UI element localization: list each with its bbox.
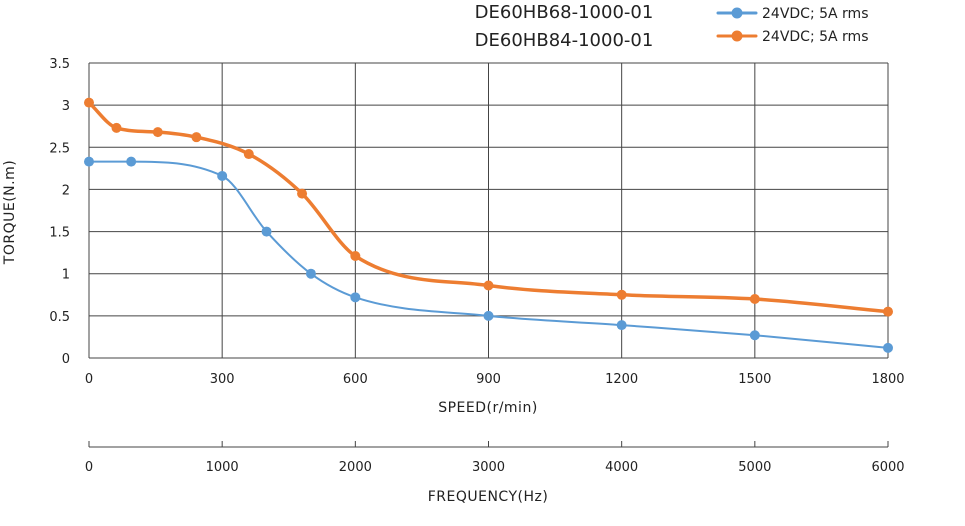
data-point-marker [111,122,122,133]
data-point-marker [883,342,893,353]
data-point-marker [350,251,361,262]
x-tick-label: 1500 [738,372,771,387]
frequency-tick-label: 1000 [206,460,239,475]
y-tick-label: 2.5 [49,141,70,156]
y-tick-label: 0.5 [49,310,70,325]
data-point-marker [84,156,94,167]
data-point-marker [297,188,308,199]
data-point-marker [305,268,316,279]
grid [88,62,889,359]
data-point-marker [749,294,760,304]
data-point-marker [217,170,228,181]
data-point-marker [84,97,94,108]
frequency-axis: 0 1000 2000 3000 4000 5000 6000 [85,441,905,475]
data-point-marker [126,156,137,167]
data-point-marker [261,226,272,237]
y-tick-label: 0 [62,352,70,367]
x-tick-label: 900 [476,372,501,387]
data-point-marker [483,280,494,291]
data-point-marker [883,306,893,317]
x-axis-label: SPEED(r/min) [438,400,538,416]
x-tick-label: 1800 [871,372,904,387]
series-2 [84,97,893,317]
frequency-tick-label: 2000 [339,460,372,475]
series-line [88,160,889,349]
legend-swatch-marker-1 [731,7,743,19]
series-1 [84,156,893,353]
frequency-tick-label: 5000 [738,460,771,475]
series-layer [84,97,893,353]
y-tick-label: 1 [62,268,70,283]
data-point-marker [616,289,627,300]
data-point-marker [483,310,494,321]
y-tick-label: 3.5 [49,57,70,72]
chart-title-2: DE60HB84-1000-01 [475,30,654,51]
data-point-marker [616,320,627,331]
x-axis-ticks: 0 300 600 900 1200 1500 1800 [85,372,905,387]
frequency-tick-label: 3000 [472,460,505,475]
legend-label-1: 24VDC; 5A rms [762,6,869,22]
secondary-x-axis-label: FREQUENCY(Hz) [428,489,549,505]
x-tick-label: 1200 [605,372,638,387]
x-tick-label: 0 [85,372,93,387]
x-tick-label: 300 [210,372,235,387]
legend-swatch-marker-2 [731,30,743,42]
y-axis-label: TORQUE(N.m) [2,160,18,265]
y-tick-label: 3 [62,99,70,114]
legend-label-2: 24VDC; 5A rms [762,29,869,45]
data-point-marker [749,330,760,341]
frequency-tick-label: 4000 [605,460,638,475]
frequency-tick-label: 6000 [871,460,904,475]
legend: 24VDC; 5A rms 24VDC; 5A rms [716,6,869,45]
data-point-marker [191,132,202,143]
data-point-marker [350,292,361,303]
y-axis-ticks: 0 0.5 1 1.5 2 2.5 3 3.5 [49,57,70,367]
chart-title-1: DE60HB68-1000-01 [475,2,654,23]
x-tick-label: 600 [343,372,368,387]
y-tick-label: 2 [62,183,70,198]
y-tick-label: 1.5 [49,226,70,241]
data-point-marker [152,127,163,138]
data-point-marker [243,149,254,160]
frequency-tick-label: 0 [85,460,93,475]
